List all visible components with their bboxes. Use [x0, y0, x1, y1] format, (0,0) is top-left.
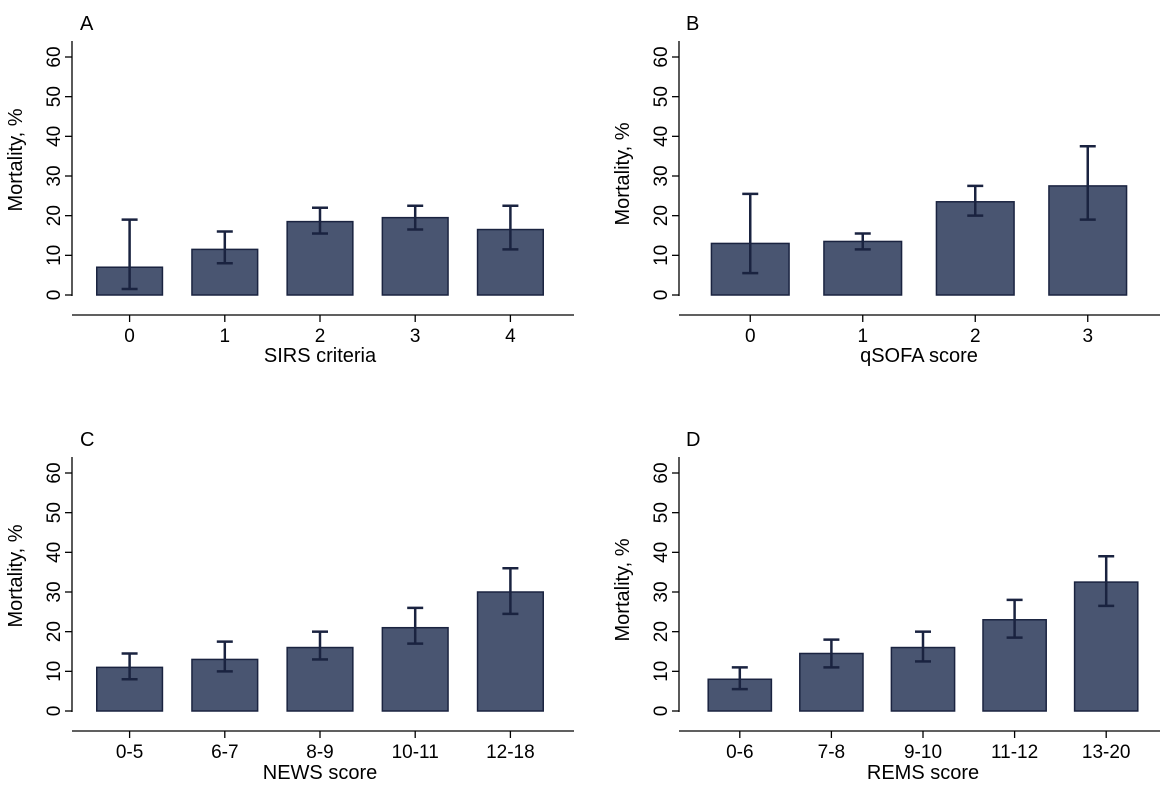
x-tick-label: 8-9: [306, 742, 333, 763]
y-tick-label: 60: [651, 46, 672, 67]
y-tick-label: 0: [651, 290, 672, 301]
x-tick-label: 4: [505, 326, 516, 347]
panel-letter: C: [80, 429, 94, 451]
y-tick-label: 10: [44, 661, 65, 682]
x-tick-label: 7-8: [818, 742, 845, 763]
panel-c: C 0 10 20 30 40 50 60 Mortality, % 0-5 6-7 8-9 10-11…: [5, 429, 574, 784]
panel-d: D 0 10 20 30 40 50 60 Mortality, % 0-6 7-8 9-10 11-1…: [612, 429, 1160, 784]
x-tick-label: 11-12: [991, 742, 1038, 763]
x-tick-label: 1: [220, 326, 231, 347]
y-tick-label: 60: [44, 462, 65, 483]
x-tick-label: 9-10: [904, 742, 942, 763]
x-tick-label: 0-5: [116, 742, 143, 763]
x-tick-label: 13-20: [1082, 742, 1131, 763]
x-tick-label: 0: [124, 326, 135, 347]
x-axis-title: NEWS score: [263, 762, 377, 784]
y-axis-title: Mortality, %: [5, 524, 27, 627]
x-tick-label: 0: [745, 326, 756, 347]
y-axis-title: Mortality, %: [5, 108, 27, 211]
y-tick-label: 60: [44, 46, 65, 67]
y-tick-label: 20: [44, 621, 65, 642]
y-axis-title: Mortality, %: [612, 122, 634, 225]
y-tick-label: 10: [651, 245, 672, 266]
y-tick-label: 20: [44, 205, 65, 226]
x-tick-label: 3: [1082, 326, 1093, 347]
y-tick-label: 50: [651, 502, 672, 523]
x-tick-label: 2: [970, 326, 981, 347]
x-tick-label: 2: [315, 326, 326, 347]
x-tick-label: 6-7: [211, 742, 238, 763]
y-tick-label: 0: [44, 706, 65, 717]
y-axis-title: Mortality, %: [612, 538, 634, 641]
x-axis-title: qSOFA score: [860, 345, 978, 367]
y-tick-label: 50: [44, 86, 65, 107]
y-tick-label: 60: [651, 462, 672, 483]
y-tick-label: 40: [651, 542, 672, 563]
y-tick-label: 40: [44, 542, 65, 563]
y-tick-label: 30: [651, 165, 672, 186]
panel-letter: B: [686, 13, 699, 35]
x-axis-title: REMS score: [867, 762, 979, 784]
y-tick-label: 30: [651, 581, 672, 602]
y-tick-label: 0: [651, 706, 672, 717]
y-tick-label: 20: [651, 205, 672, 226]
y-tick-label: 0: [44, 290, 65, 301]
x-tick-label: 12-18: [486, 742, 535, 763]
x-axis-title: SIRS criteria: [264, 345, 377, 367]
x-tick-label: 0-6: [726, 742, 753, 763]
x-tick-label: 10-11: [392, 742, 439, 763]
y-tick-label: 50: [44, 502, 65, 523]
y-tick-label: 50: [651, 86, 672, 107]
y-tick-label: 10: [651, 661, 672, 682]
panel-letter: A: [80, 13, 94, 35]
y-tick-label: 30: [44, 165, 65, 186]
y-tick-label: 30: [44, 581, 65, 602]
x-tick-label: 1: [857, 326, 868, 347]
y-tick-label: 40: [44, 126, 65, 147]
panel-a: A 0 10 20 30 40 50 60 Mortality, % 0 1 2 3 4 SIRS crit…: [5, 13, 574, 367]
panel-letter: D: [686, 429, 700, 451]
x-tick-label: 3: [410, 326, 421, 347]
y-tick-label: 10: [44, 245, 65, 266]
y-tick-label: 20: [651, 621, 672, 642]
panel-b: B 0 10 20 30 40 50 60 Mortality, % 0 1 2 3 qSOFA scor…: [612, 13, 1160, 367]
y-tick-label: 40: [651, 126, 672, 147]
